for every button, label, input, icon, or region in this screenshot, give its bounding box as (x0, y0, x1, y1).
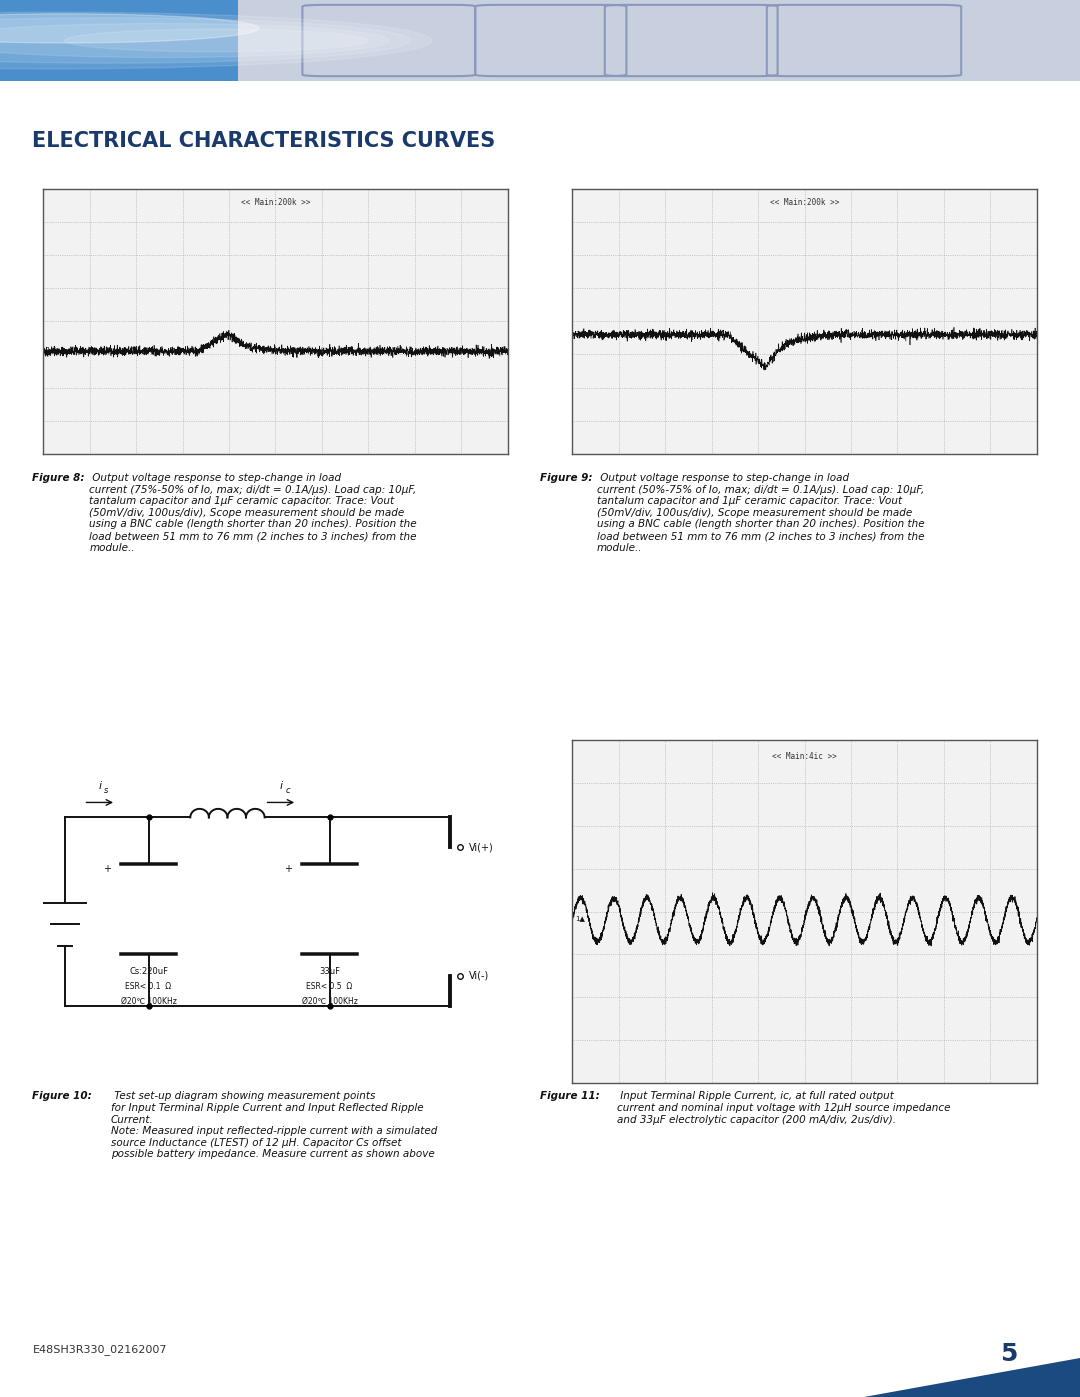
Text: << Main:200k >>: << Main:200k >> (770, 198, 839, 207)
Text: 33uF: 33uF (319, 967, 340, 977)
Text: Figure 10:: Figure 10: (32, 1091, 92, 1101)
Bar (0, 0, 238, 81)
Text: 1▲: 1▲ (575, 330, 584, 335)
Text: Figure 9:: Figure 9: (540, 474, 593, 483)
Text: s: s (105, 787, 109, 795)
Text: ELECTRICAL CHARACTERISTICS CURVES: ELECTRICAL CHARACTERISTICS CURVES (32, 130, 496, 151)
Text: Output voltage response to step-change in load
current (50%-75% of Io, max; di/d: Output voltage response to step-change i… (597, 474, 924, 553)
Bar (238, 0, 1080, 81)
Text: << Main:4ic >>: << Main:4ic >> (772, 753, 837, 761)
Text: Ø20℃ 100KHz: Ø20℃ 100KHz (121, 997, 176, 1006)
Text: +: + (284, 863, 292, 873)
Text: Cs:220uF: Cs:220uF (129, 967, 168, 977)
Text: Ø20℃ 100KHz: Ø20℃ 100KHz (301, 997, 357, 1006)
Circle shape (0, 18, 410, 63)
Circle shape (0, 13, 432, 68)
Text: Vi(+): Vi(+) (469, 842, 494, 852)
Text: Vi(-): Vi(-) (469, 971, 489, 981)
Text: +: + (103, 863, 111, 873)
Text: 1▲: 1▲ (45, 346, 55, 352)
Text: Output voltage response to step-change in load
current (75%-50% of Io, max; di/d: Output voltage response to step-change i… (90, 474, 417, 553)
Text: 5: 5 (1000, 1343, 1017, 1366)
Text: Figure 8:: Figure 8: (32, 474, 85, 483)
Text: i: i (280, 781, 282, 791)
Text: Figure 11:: Figure 11: (540, 1091, 599, 1101)
Text: E48SH3R330_02162007: E48SH3R330_02162007 (32, 1344, 167, 1355)
Text: c: c (285, 787, 291, 795)
Text: Input Terminal Ripple Current, ic, at full rated output
current and nominal inpu: Input Terminal Ripple Current, ic, at fu… (617, 1091, 950, 1125)
Text: << Main:200k >>: << Main:200k >> (241, 198, 310, 207)
Circle shape (65, 29, 367, 52)
Text: 1▲: 1▲ (575, 915, 584, 921)
Text: Test set-up diagram showing measurement points
for Input Terminal Ripple Current: Test set-up diagram showing measurement … (110, 1091, 437, 1160)
Text: i: i (98, 781, 102, 791)
Circle shape (0, 24, 389, 57)
Polygon shape (864, 1358, 1080, 1397)
Text: ESR< 0.5  Ω: ESR< 0.5 Ω (307, 982, 353, 990)
Text: ESR< 0.1  Ω: ESR< 0.1 Ω (125, 982, 172, 990)
Circle shape (0, 14, 259, 43)
